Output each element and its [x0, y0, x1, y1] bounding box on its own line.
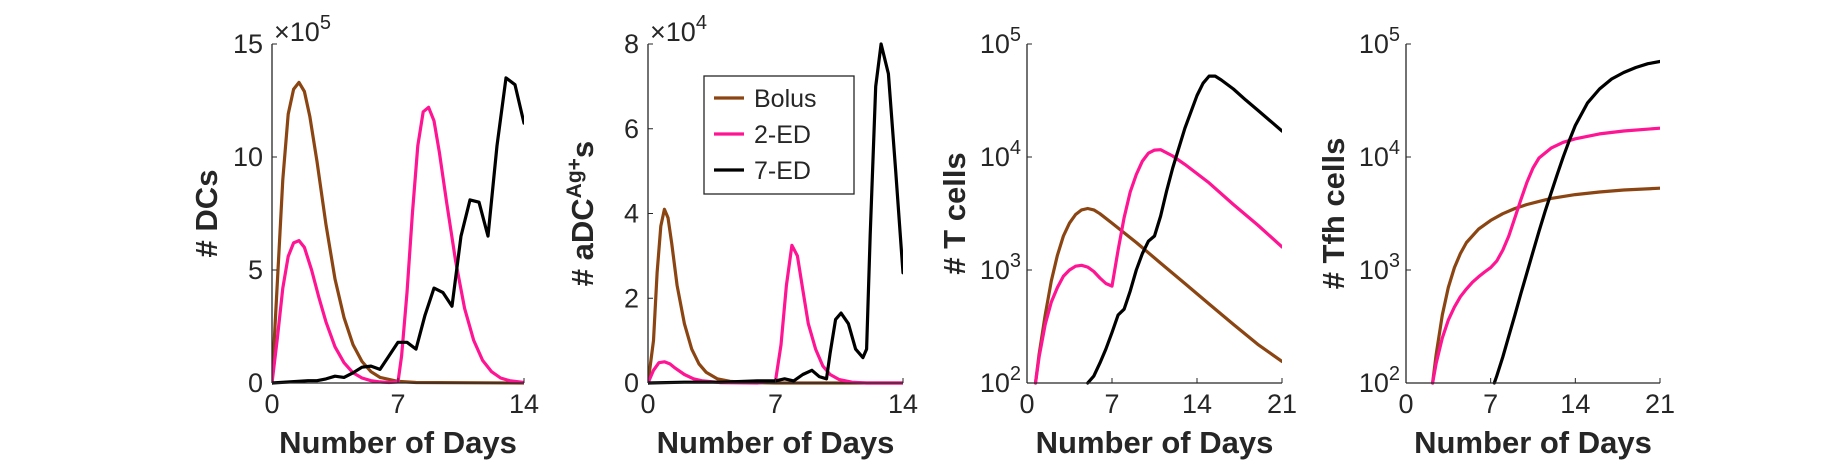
y-tick-label: 103: [1359, 250, 1400, 285]
y-tick-label: 102: [980, 363, 1021, 398]
series-line-7-ed: [1086, 74, 1282, 385]
x-tick-label: 21: [1645, 389, 1675, 419]
x-tick-label: 14: [1182, 389, 1212, 419]
chart-panel-3: 0 7 14 21 102 103 104 105 Number of Days # T cell…: [937, 24, 1297, 460]
y-tick-label: 8: [624, 29, 639, 59]
chart-panel-4: 0 7 14 21 102 103 104 105 Number of Days # Tfh ce…: [1316, 24, 1675, 460]
x-tick-label: 0: [264, 389, 279, 419]
y-axis-label: # T cells: [937, 152, 972, 274]
y-tick-label: 104: [980, 137, 1021, 172]
chart-panel-2: 0 7 14 0 2 4 6 8 ×104 Number of Days # aDCAg+s Bolu…: [563, 12, 918, 460]
y-tick-label: 5: [248, 255, 263, 285]
series-line-2-ed: [1033, 148, 1282, 385]
series-line-7-ed: [648, 42, 903, 385]
series-line-2-ed: [648, 243, 903, 385]
x-tick-label: 14: [509, 389, 539, 419]
series-group: [1430, 59, 1660, 385]
x-tick-label: 0: [1019, 389, 1034, 419]
y-tick-label: 15: [233, 29, 263, 59]
y-tick-label: 105: [980, 24, 1021, 59]
y-tick-label: 102: [1359, 363, 1400, 398]
x-axis-label: Number of Days: [1414, 425, 1652, 460]
x-tick-label: 14: [888, 389, 918, 419]
y-axis-label: # aDCAg+s: [563, 141, 600, 286]
x-axis-label: Number of Days: [279, 425, 517, 460]
y-tick-label: 104: [1359, 137, 1400, 172]
y-tick-label: 2: [624, 283, 639, 313]
y-tick-label: 103: [980, 250, 1021, 285]
y-exponent-label: ×105: [274, 12, 331, 47]
x-tick-label: 0: [640, 389, 655, 419]
x-axis-label: Number of Days: [1036, 425, 1274, 460]
x-tick-label: 7: [390, 389, 405, 419]
legend: Bolus 2-ED 7-ED: [703, 75, 855, 195]
y-tick-label: 0: [248, 368, 263, 398]
legend-label: Bolus: [754, 85, 817, 113]
legend-label: 7-ED: [754, 157, 811, 185]
x-tick-label: 7: [1104, 389, 1119, 419]
series-group: [1033, 74, 1282, 385]
y-exponent-label: ×104: [650, 12, 707, 47]
series-line-7-ed: [1492, 59, 1660, 385]
series-group: [648, 42, 903, 385]
x-axis-label: Number of Days: [657, 425, 895, 460]
y-tick-label: 105: [1359, 24, 1400, 59]
y-tick-label: 6: [624, 114, 639, 144]
x-tick-label: 14: [1560, 389, 1590, 419]
series-line-bolus: [1033, 206, 1282, 385]
series-line-2-ed: [1430, 126, 1660, 385]
x-tick-label: 7: [768, 389, 783, 419]
series-line-bolus: [1430, 186, 1660, 385]
y-tick-label: 4: [624, 199, 639, 229]
x-tick-label: 21: [1267, 389, 1297, 419]
series-group: [272, 76, 524, 385]
y-axis-label: # DCs: [189, 170, 224, 258]
y-axis-label: # Tfh cells: [1316, 138, 1351, 290]
series-line-bolus: [272, 80, 524, 385]
y-tick-label: 10: [233, 142, 263, 172]
x-tick-label: 0: [1398, 389, 1413, 419]
legend-label: 2-ED: [754, 121, 811, 149]
chart-panel-1: 0 7 14 0 5 10 15 ×105 Number of Days # DCs: [189, 12, 539, 460]
x-tick-label: 7: [1483, 389, 1498, 419]
y-tick-label: 0: [624, 368, 639, 398]
series-line-7-ed: [272, 76, 524, 385]
